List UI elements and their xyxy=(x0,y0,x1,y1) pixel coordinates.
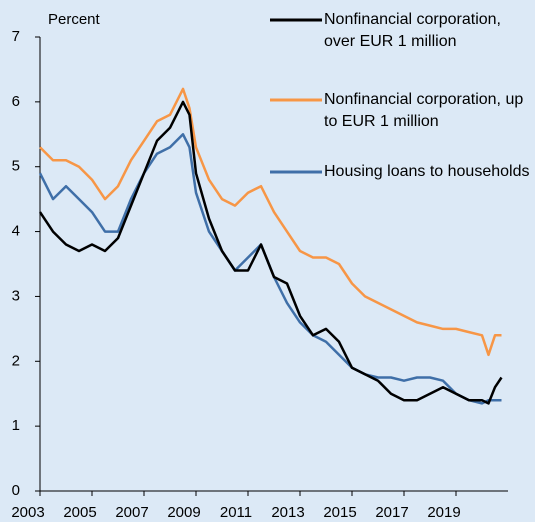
x-tick-label: 2011 xyxy=(220,504,252,521)
y-tick-label: 1 xyxy=(12,417,20,434)
x-tick-label: 2017 xyxy=(375,504,408,521)
legend-label: Nonfinancial corporation, up to EUR 1 mi… xyxy=(324,91,524,130)
y-tick-label: 0 xyxy=(12,482,20,499)
legend-label: Housing loans to households xyxy=(324,163,530,180)
y-tick-label: 2 xyxy=(12,352,20,369)
x-tick-label: 2019 xyxy=(427,504,460,521)
y-tick-label: 3 xyxy=(12,287,20,304)
legend-label: Nonfinancial corporation, over EUR 1 mil… xyxy=(324,11,501,50)
x-tick-label: 2013 xyxy=(271,504,304,521)
x-tick-label: 2015 xyxy=(323,504,356,521)
series-line xyxy=(38,100,503,405)
y-tick-label: 7 xyxy=(12,28,20,45)
y-tick-label: 6 xyxy=(12,93,20,110)
y-tick-label: 5 xyxy=(12,158,20,175)
y-tick-label: 4 xyxy=(12,223,20,240)
y-axis-label: Percent xyxy=(48,11,101,28)
x-tick-label: 2009 xyxy=(167,504,200,521)
x-tick-label: 2007 xyxy=(115,504,148,521)
x-tick-label: 2005 xyxy=(63,504,96,521)
series-line xyxy=(39,87,502,357)
x-tick-label: 2003 xyxy=(11,504,44,521)
